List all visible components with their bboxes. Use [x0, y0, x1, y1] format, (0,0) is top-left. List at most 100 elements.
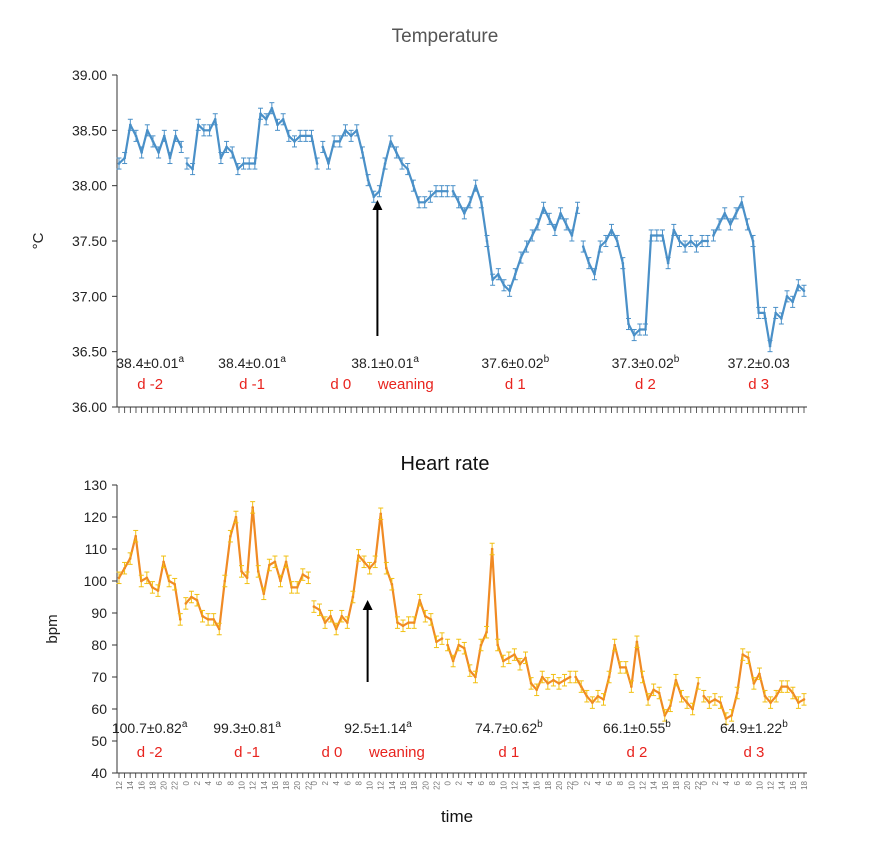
- heart_rate-point: [496, 643, 499, 647]
- temperature-point: [661, 234, 664, 237]
- heart_rate-point: [641, 675, 644, 679]
- heart_rate-hour-label: 8: [744, 780, 753, 785]
- heart_rate-point: [323, 621, 327, 624]
- temperature-day-stat: 38.4±0.01a: [116, 354, 184, 371]
- heart_rate-point: [268, 563, 271, 567]
- temperature-point: [423, 200, 427, 204]
- temperature-point: [468, 200, 472, 204]
- heart_rate-hour-label: 0: [572, 780, 581, 785]
- heart_rate-point: [719, 701, 722, 704]
- temperature-point: [791, 300, 794, 304]
- heart_rate-point: [412, 621, 416, 624]
- temperature-point: [151, 140, 155, 143]
- heart_rate-point: [184, 602, 188, 605]
- heart_rate-point: [435, 640, 438, 644]
- temperature-point: [632, 333, 636, 337]
- temperature-point: [412, 184, 415, 187]
- heart_rate-point: [240, 570, 243, 573]
- temperature-point: [638, 328, 642, 331]
- heart_rate-day-label: d 2: [626, 744, 647, 761]
- heart_rate-hour-label: 12: [377, 780, 386, 789]
- heart_rate-point: [579, 685, 583, 688]
- heart_rate-hour-label: 4: [594, 780, 603, 785]
- temperature-point: [417, 200, 421, 204]
- heart_rate-point: [685, 701, 689, 704]
- heart_rate-point: [624, 666, 628, 669]
- heart_rate-hour-label: 12: [510, 780, 519, 789]
- heart_rate-point: [724, 717, 728, 720]
- temperature-point: [259, 112, 262, 116]
- heart_rate-hour-label: 20: [683, 780, 692, 789]
- heart_rate-day-label: d -2: [137, 744, 163, 761]
- heart_rate-hour-label: 18: [800, 780, 809, 789]
- temperature-point: [270, 106, 274, 110]
- temperature-point: [802, 289, 806, 293]
- heart_rate-point: [769, 701, 772, 704]
- heart_rate-point: [301, 573, 305, 576]
- heart_rate-point: [457, 643, 461, 647]
- heart_rate-point: [535, 688, 538, 692]
- heart_rate-hour-label: 10: [755, 780, 764, 789]
- temperature-point: [366, 178, 370, 182]
- temperature-point: [672, 228, 676, 232]
- heart_rate-hour-label: 14: [260, 780, 269, 789]
- heart_rate-point: [167, 579, 171, 583]
- temperature-point: [695, 245, 698, 248]
- heart_rate-point: [373, 560, 377, 564]
- heart_rate-point: [613, 643, 616, 647]
- heart_rate-point: [139, 579, 143, 583]
- heart_rate-point: [312, 605, 316, 608]
- heart_rate-hour-label: 10: [238, 780, 247, 789]
- temperature-point: [508, 289, 511, 293]
- heart_rate-point: [669, 704, 672, 708]
- temperature-point: [706, 239, 710, 243]
- temperature-point: [513, 272, 517, 276]
- temperature-series-day-1: [186, 107, 319, 171]
- heart_rate-point: [151, 586, 154, 589]
- temperature-point: [723, 212, 727, 215]
- heart_rate-hour-label: 6: [215, 780, 224, 785]
- temperature-point: [644, 328, 647, 331]
- heart_rate-point: [201, 614, 204, 618]
- temperature-point: [553, 228, 557, 232]
- heart_rate-y-tick-label: 40: [91, 765, 107, 781]
- heart_rate-point: [574, 675, 577, 679]
- heart_rate-point: [462, 646, 466, 650]
- heart_rate-point: [802, 698, 806, 701]
- temperature-day-label: d 3: [748, 376, 769, 393]
- temperature-point: [264, 117, 268, 121]
- heart_rate-point: [212, 618, 215, 621]
- heart_rate-point: [674, 678, 678, 682]
- heart_rate-hour-label: 6: [733, 780, 742, 785]
- temperature-point: [406, 167, 410, 171]
- temperature-point: [547, 217, 551, 221]
- temperature-point: [162, 134, 166, 138]
- temperature-point: [304, 134, 308, 138]
- temperature-point: [446, 189, 449, 193]
- heart_rate-hour-label: 10: [499, 780, 508, 789]
- heart_rate-hour-label: 0: [182, 780, 191, 785]
- temperature-point: [496, 272, 500, 276]
- heart_rate-hour-label: 18: [544, 780, 553, 789]
- heart_rate-point: [501, 659, 505, 663]
- temperature-point: [700, 239, 704, 243]
- temperature-point: [140, 151, 143, 154]
- heart_rate-point: [217, 627, 221, 631]
- heart_rate-point: [385, 566, 388, 570]
- temperature-day-label: d 2: [635, 376, 656, 393]
- temperature-point: [559, 212, 562, 215]
- heart_rate-y-label: bpm: [44, 614, 61, 643]
- temperature-point: [321, 145, 325, 149]
- temperature-point: [530, 234, 534, 237]
- temperature-series-day-4: [582, 228, 708, 337]
- heart_rate-point: [407, 621, 410, 624]
- temperature-point: [689, 239, 693, 243]
- heart_rate-point: [635, 640, 639, 644]
- temperature-day-label: d 0: [330, 376, 351, 393]
- heart_rate-point: [513, 653, 516, 656]
- heart_rate-hour-label: 14: [650, 780, 659, 789]
- temperature-point: [219, 156, 223, 160]
- temperature-point: [581, 245, 585, 248]
